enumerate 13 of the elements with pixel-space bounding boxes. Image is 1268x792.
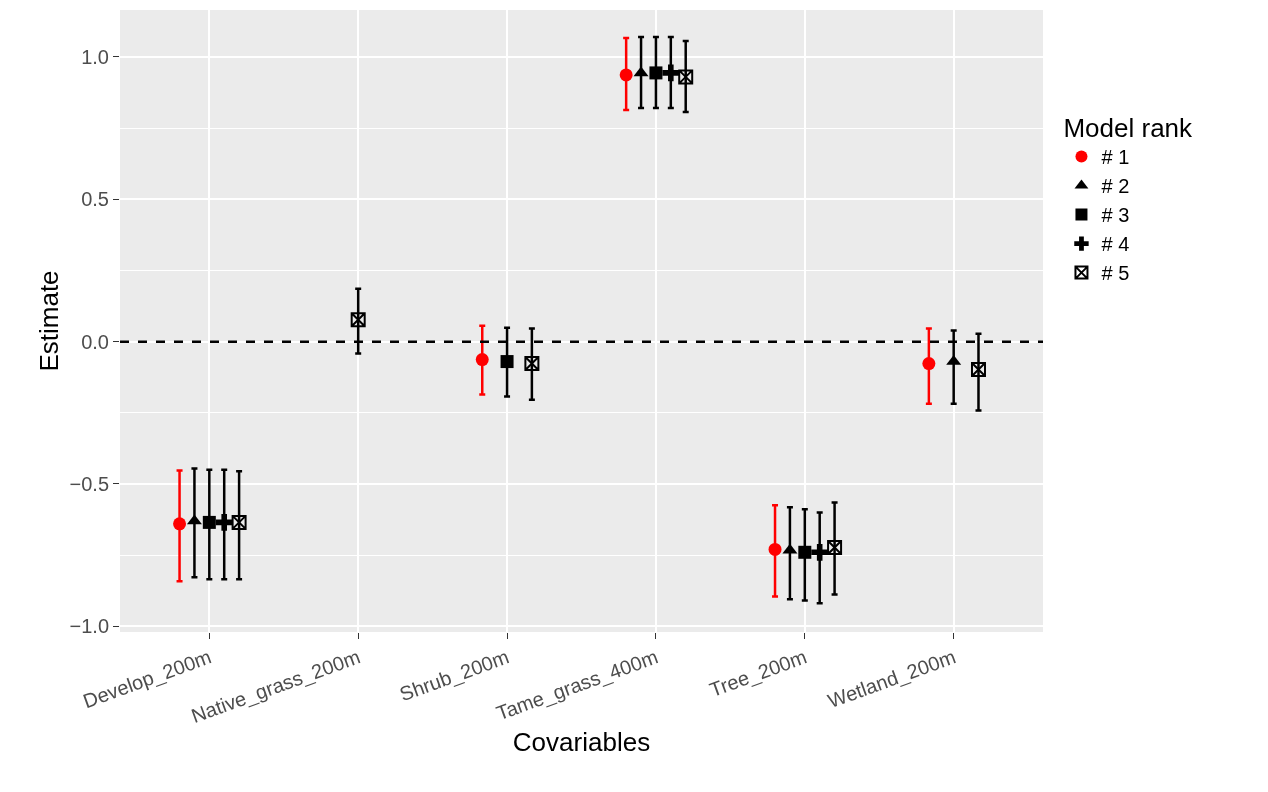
- y-tick-label: 1.0: [81, 45, 109, 68]
- y-tick-label: −1.0: [69, 615, 109, 638]
- y-tick-label: 0.0: [81, 330, 109, 353]
- legend-label: # 4: [1101, 233, 1130, 256]
- legend-label: # 1: [1101, 146, 1130, 169]
- legend-label: # 5: [1101, 262, 1130, 285]
- legend-title: Model rank: [1063, 113, 1194, 144]
- x-axis-title: Covariables: [512, 727, 651, 758]
- y-tick-label: −0.5: [69, 472, 109, 495]
- legend-label: # 2: [1101, 175, 1130, 198]
- legend-label: # 3: [1101, 204, 1130, 227]
- y-tick-label: 0.5: [81, 188, 109, 211]
- y-axis-title: Estimate: [34, 270, 64, 372]
